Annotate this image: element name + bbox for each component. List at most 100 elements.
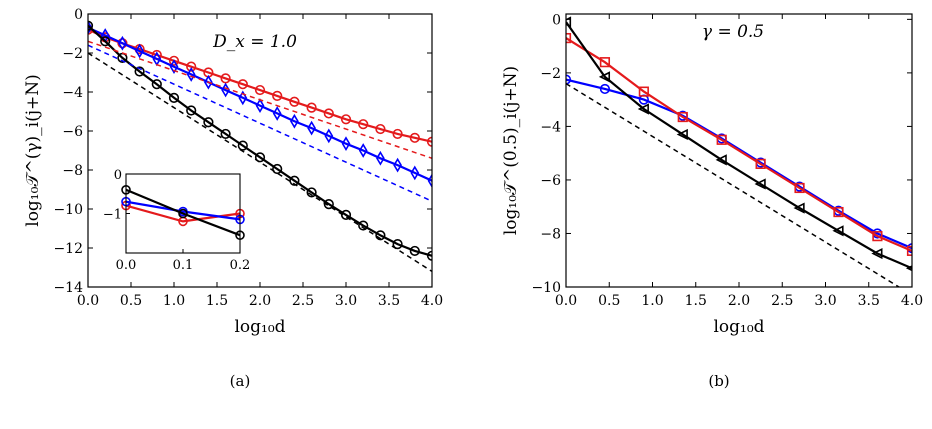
data-point-a-2-5	[168, 92, 180, 103]
x-tick-label-b-3: 1.5	[685, 293, 707, 309]
y-tick-label-a-2: −4	[62, 85, 83, 101]
data-point-b-1-1	[599, 57, 611, 68]
data-point-a-0-15	[340, 114, 352, 125]
series-line-b-0	[566, 78, 912, 250]
data-point-a-2-18	[392, 239, 403, 250]
annotation-a: D_x = 1.0	[212, 32, 297, 52]
plot-area-b	[566, 16, 912, 287]
y-tick-label-a-0: 0	[74, 7, 83, 23]
y-tick-label-a-3: −6	[62, 124, 83, 140]
y-tick-label-b-4: −8	[540, 226, 561, 242]
series-line-a-5	[88, 52, 432, 273]
series-line-a-3	[88, 40, 432, 160]
x-tick-label-b-1: 0.5	[598, 293, 620, 309]
data-point-a-1-19	[410, 165, 420, 181]
caption-a: (a)	[230, 372, 251, 390]
data-point-a-2-8	[220, 128, 231, 140]
x-tick-label-a-5: 2.5	[292, 293, 314, 309]
x-tick-label-b-2: 1.0	[641, 293, 663, 309]
caption-b: (b)	[708, 372, 729, 390]
x-tick-label-a-8: 4.0	[421, 293, 443, 309]
y-axis-label-b: log₁₀𝒯^(0.5)_i(j+N)	[501, 66, 521, 235]
data-point-a-0-5	[168, 55, 180, 66]
inset-y-tick-label-0: 0	[114, 168, 122, 183]
data-point-a-0-17	[375, 123, 386, 135]
inset-series-line-1	[125, 200, 241, 221]
y-axis-label-a: log₁₀𝒯^(γ)_i(j+N)	[23, 74, 43, 226]
data-point-a-2-13	[306, 187, 317, 198]
y-tick-label-a-7: −14	[53, 280, 83, 296]
data-point-b-2-7	[832, 225, 844, 237]
data-point-a-2-11	[272, 163, 283, 175]
x-tick-label-a-3: 1.5	[206, 293, 228, 309]
data-point-a-1-2	[118, 35, 127, 51]
data-point-b-1-5	[755, 158, 766, 169]
series-line-a-0	[88, 28, 432, 143]
data-point-a-1-15	[341, 136, 351, 152]
y-tick-label-b-1: −2	[540, 66, 561, 82]
data-point-a-1-16	[358, 143, 368, 158]
data-point-a-2-3	[134, 66, 145, 77]
data-point-a-0-19	[409, 132, 420, 143]
data-point-a-2-7	[203, 117, 214, 128]
data-point-a-0-20	[426, 136, 432, 147]
data-point-b-0-1	[599, 83, 611, 95]
data-point-a-2-14	[323, 199, 334, 210]
data-point-b-1-8	[872, 231, 883, 242]
data-point-a-1-11	[272, 106, 282, 121]
data-point-a-0-6	[186, 61, 197, 72]
data-point-a-0-10	[254, 84, 266, 96]
data-point-b-2-2	[637, 103, 649, 115]
series-line-b-3	[566, 82, 900, 287]
data-point-b-1-3	[677, 111, 688, 123]
data-point-a-1-5	[169, 59, 179, 75]
data-point-b-1-2	[638, 86, 649, 97]
x-tick-label-a-2: 1.0	[163, 293, 185, 309]
data-point-b-1-7	[833, 206, 844, 218]
data-point-a-2-17	[375, 230, 386, 241]
y-tick-label-b-5: −10	[531, 280, 561, 296]
inset-data-point-2-1	[178, 208, 188, 219]
series-line-a-1	[88, 26, 432, 182]
data-point-b-1-9	[906, 245, 912, 256]
data-point-a-1-14	[324, 128, 334, 144]
data-point-a-1-12	[290, 113, 299, 129]
data-point-a-2-12	[289, 175, 300, 186]
series-line-b-2	[566, 21, 912, 270]
data-point-a-0-18	[392, 128, 403, 140]
data-point-a-1-17	[376, 150, 385, 166]
y-tick-label-a-6: −12	[53, 241, 83, 257]
data-point-a-0-16	[358, 119, 369, 130]
data-point-a-1-3	[135, 43, 144, 59]
data-point-a-1-13	[307, 120, 316, 136]
data-point-a-2-6	[186, 105, 197, 116]
data-point-a-1-10	[255, 98, 265, 114]
x-tick-label-b-4: 2.0	[728, 293, 750, 309]
y-tick-label-b-3: −6	[540, 173, 561, 189]
x-axis-label-b: log₁₀d	[713, 317, 764, 337]
data-point-a-2-16	[358, 220, 369, 231]
x-tick-label-a-7: 3.5	[378, 293, 400, 309]
data-point-a-1-7	[204, 74, 213, 90]
inset-y-tick-label-1: −1	[103, 208, 122, 223]
y-tick-label-a-5: −10	[53, 202, 83, 218]
data-point-a-2-0	[88, 20, 94, 31]
plot-area-a	[88, 20, 432, 273]
data-point-b-1-6	[794, 182, 805, 194]
series-line-b-1	[566, 37, 912, 252]
data-point-b-2-3	[676, 128, 688, 141]
y-tick-label-b-2: −4	[540, 119, 561, 135]
x-tick-label-a-4: 2.0	[249, 293, 271, 309]
inset-x-tick-label-1: 0.1	[173, 258, 194, 273]
annotation-b: γ = 0.5	[702, 22, 764, 42]
data-point-b-1-4	[716, 134, 727, 145]
data-point-a-1-6	[186, 67, 196, 82]
x-tick-label-a-0: 0.0	[77, 293, 99, 309]
data-point-a-1-18	[393, 157, 402, 173]
x-axis-label-a: log₁₀d	[234, 317, 285, 337]
data-point-b-2-6	[793, 202, 805, 214]
x-tick-label-a-1: 0.5	[120, 293, 142, 309]
series-line-a-2	[88, 24, 432, 257]
x-tick-label-a-6: 3.0	[335, 293, 357, 309]
inset-a: 0.0 0.1 0.2 0 −1	[103, 168, 251, 273]
